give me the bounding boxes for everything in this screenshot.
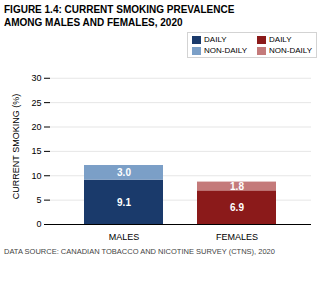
svg-text:15: 15 [31,146,41,156]
svg-text:5: 5 [36,195,41,205]
svg-text:10: 10 [31,171,41,181]
svg-text:CURRENT SMOKING (%): CURRENT SMOKING (%) [11,94,21,199]
svg-text:0: 0 [36,219,41,229]
html-text:FIGURE 1.4: CURRENT SMOKING PR: FIGURE 1.4: CURRENT SMOKING PREVALENCE A… [4,4,235,28]
html-text:DATA SOURCE: CANADIAN TOBACCO: DATA SOURCE: CANADIAN TOBACCO AND NICOTI… [4,247,275,256]
html-text:NON-DAILY: NON-DAILY [269,46,312,55]
html-text:DAILY: DAILY [204,35,227,44]
svg-text:30: 30 [31,73,41,83]
svg-text:6.9: 6.9 [230,202,244,213]
svg-text:1.8: 1.8 [230,181,244,192]
svg-text:20: 20 [31,122,41,132]
svg-text:3.0: 3.0 [117,167,131,178]
svg-text:9.1: 9.1 [117,197,131,208]
svg-text:FEMALES: FEMALES [216,232,258,242]
html-text:NON-DAILY: NON-DAILY [204,46,247,55]
svg-text:MALES: MALES [109,232,140,242]
svg-text:25: 25 [31,98,41,108]
html-text:DAILY: DAILY [269,35,292,44]
